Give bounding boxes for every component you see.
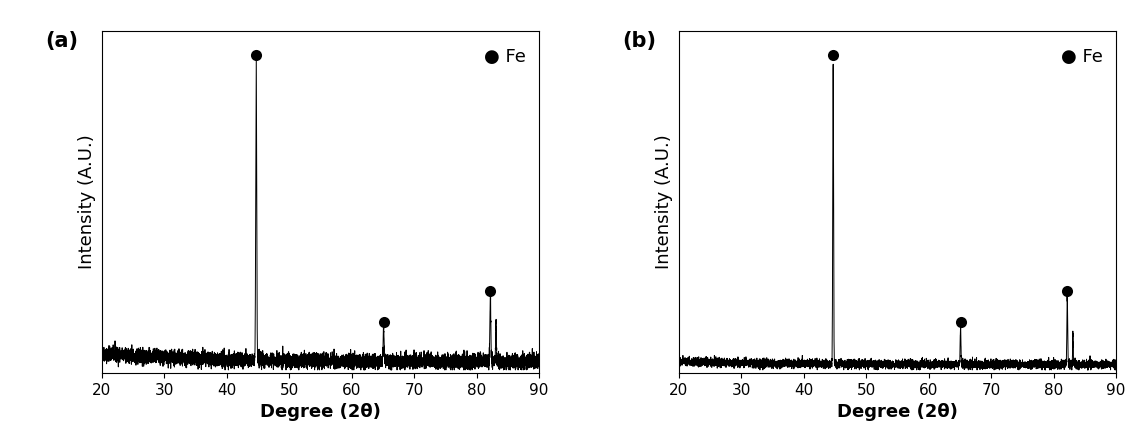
X-axis label: Degree (2θ): Degree (2θ) <box>261 403 381 421</box>
X-axis label: Degree (2θ): Degree (2θ) <box>837 403 957 421</box>
Text: (a): (a) <box>45 31 78 51</box>
Y-axis label: Intensity (A.U.): Intensity (A.U.) <box>655 135 673 270</box>
Text: ● Fe: ● Fe <box>484 48 526 66</box>
Text: ● Fe: ● Fe <box>1060 48 1102 66</box>
Text: (b): (b) <box>622 31 656 51</box>
Y-axis label: Intensity (A.U.): Intensity (A.U.) <box>78 135 96 270</box>
